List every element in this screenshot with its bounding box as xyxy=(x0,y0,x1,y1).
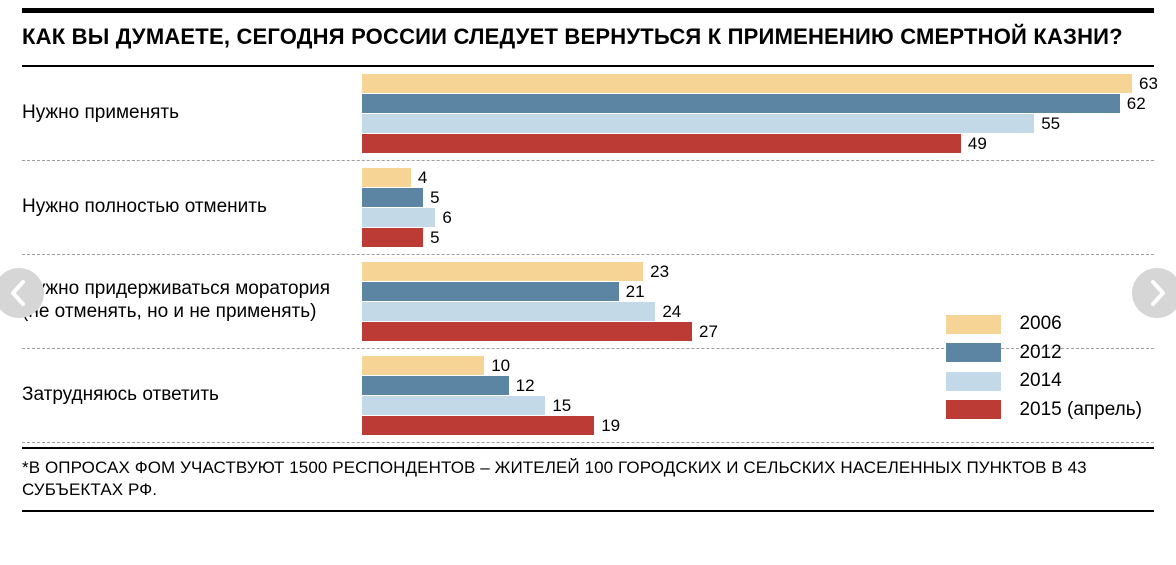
bar xyxy=(362,356,484,375)
bar-value: 23 xyxy=(650,262,669,281)
bar-value: 63 xyxy=(1139,74,1158,93)
bar xyxy=(362,416,594,435)
bar-value: 4 xyxy=(418,168,427,187)
bar xyxy=(362,376,509,395)
legend-label: 2006 xyxy=(1019,310,1061,338)
bar-value: 55 xyxy=(1041,114,1060,133)
top-rule xyxy=(22,8,1154,13)
chart-title: КАК ВЫ ДУМАЕТЕ, СЕГОДНЯ РОССИИ СЛЕДУЕТ В… xyxy=(22,23,1154,51)
legend-swatch xyxy=(946,400,1001,419)
bar xyxy=(362,208,435,227)
bar-row: 5 xyxy=(362,228,1154,247)
bar-row: 23 xyxy=(362,262,1154,281)
bar-value: 62 xyxy=(1127,94,1146,113)
legend-item: 2014 xyxy=(946,367,1142,395)
bar-chart: Нужно применять63625549Нужно полностью о… xyxy=(22,67,1154,443)
bar-value: 49 xyxy=(968,134,987,153)
legend-swatch xyxy=(946,372,1001,391)
bar-value: 12 xyxy=(516,376,535,395)
bar-value: 19 xyxy=(601,416,620,435)
bar-row: 4 xyxy=(362,168,1154,187)
legend-item: 2015 (апрель) xyxy=(946,396,1142,424)
chevron-right-icon xyxy=(1147,280,1167,306)
bar-row: 21 xyxy=(362,282,1154,301)
legend-swatch xyxy=(946,343,1001,362)
group-label: Нужно придерживаться моратория (не отмен… xyxy=(22,278,362,324)
bar-value: 21 xyxy=(626,282,645,301)
bar-value: 15 xyxy=(552,396,571,415)
legend-label: 2012 xyxy=(1019,339,1061,367)
bar xyxy=(362,114,1034,133)
bar xyxy=(362,188,423,207)
chart-group: Нужно применять63625549 xyxy=(22,67,1154,161)
chart-group: Нужно полностью отменить4565 xyxy=(22,161,1154,255)
group-label: Нужно полностью отменить xyxy=(22,196,362,219)
group-bars: 4565 xyxy=(362,167,1154,248)
bar-row: 55 xyxy=(362,114,1158,133)
footnote: *В ОПРОСАХ ФОМ УЧАСТВУЮТ 1500 РЕСПОНДЕНТ… xyxy=(22,457,1154,503)
bar xyxy=(362,322,692,341)
bar-row: 63 xyxy=(362,74,1158,93)
bar xyxy=(362,168,411,187)
bar xyxy=(362,74,1132,93)
chevron-left-icon xyxy=(9,280,29,306)
legend: 2006201220142015 (апрель) xyxy=(946,309,1142,424)
legend-item: 2012 xyxy=(946,339,1142,367)
bar-value: 6 xyxy=(442,208,451,227)
bar-value: 5 xyxy=(430,188,439,207)
next-button[interactable] xyxy=(1132,268,1176,318)
legend-item: 2006 xyxy=(946,310,1142,338)
bar xyxy=(362,228,423,247)
legend-label: 2015 (апрель) xyxy=(1019,396,1142,424)
bar xyxy=(362,262,643,281)
bottom-rule xyxy=(22,510,1154,512)
bar-row: 62 xyxy=(362,94,1158,113)
bar-value: 5 xyxy=(430,228,439,247)
bar xyxy=(362,396,545,415)
rule-above-footnote xyxy=(22,447,1154,449)
bar-row: 6 xyxy=(362,208,1154,227)
bar-value: 24 xyxy=(662,302,681,321)
bar-row: 49 xyxy=(362,134,1158,153)
legend-label: 2014 xyxy=(1019,367,1061,395)
bar xyxy=(362,94,1120,113)
group-label: Затрудняюсь ответить xyxy=(22,384,362,407)
legend-swatch xyxy=(946,315,1001,334)
bar xyxy=(362,282,619,301)
bar-value: 27 xyxy=(699,322,718,341)
bar xyxy=(362,134,961,153)
group-label: Нужно применять xyxy=(22,102,362,125)
bar-row: 5 xyxy=(362,188,1154,207)
bar xyxy=(362,302,655,321)
bar-value: 10 xyxy=(491,356,510,375)
group-bars: 6362 55 49 xyxy=(362,73,1158,154)
